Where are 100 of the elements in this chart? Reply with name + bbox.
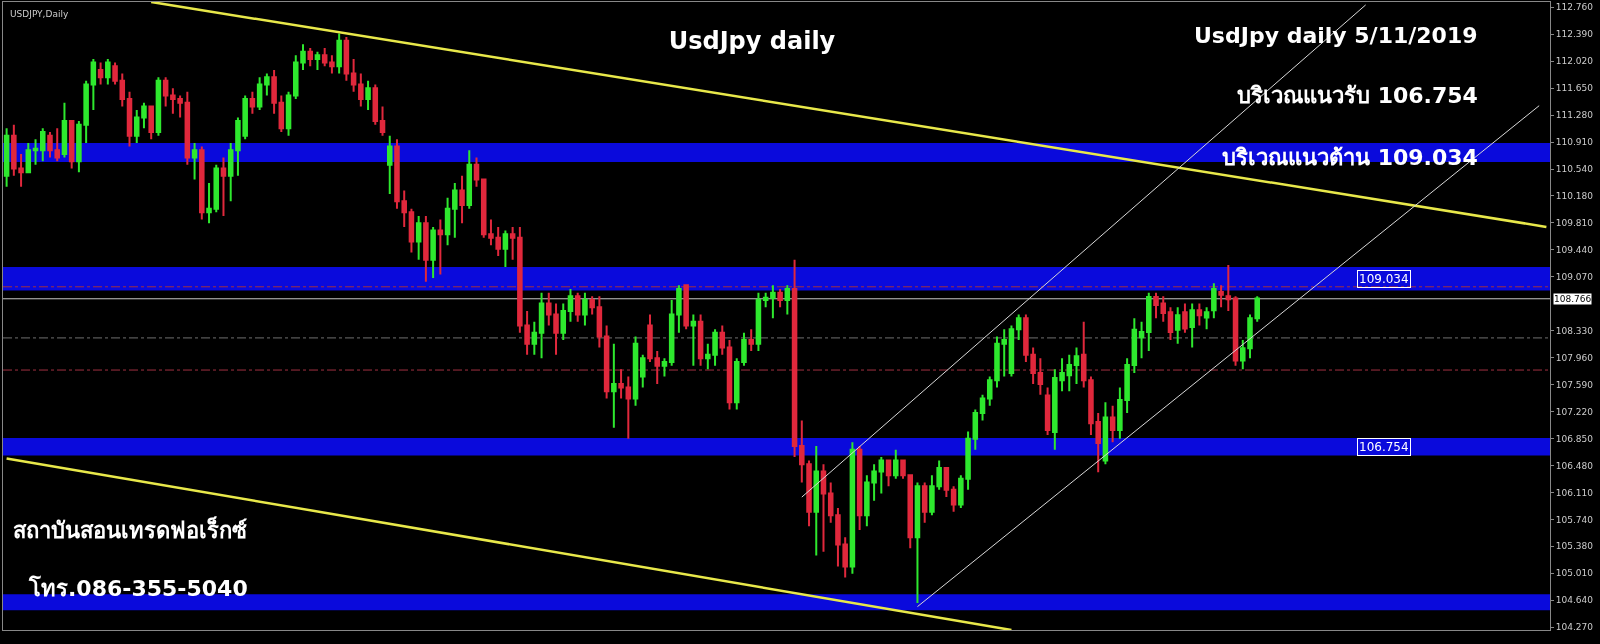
candlestick [285,90,292,137]
candlestick [350,57,357,93]
candlestick [885,459,892,488]
candlestick [856,444,863,531]
candlestick [827,481,834,524]
candlestick [473,156,480,188]
candlestick [430,225,436,280]
candlestick [444,196,451,247]
candlestick [762,291,769,309]
candlestick [639,353,646,389]
y-tick-label: 107.590 [1555,379,1594,390]
candlestick [466,149,473,210]
candlestick [1189,302,1195,349]
y-tick-label: 106.480 [1555,460,1594,471]
y-tick-label: 110.910 [1555,137,1594,148]
candlestick [343,36,350,82]
y-tick-label: 109.070 [1555,271,1594,282]
candlestick [611,342,617,429]
y-tick-label: 111.280 [1555,110,1594,121]
y-tick-label: 105.740 [1555,514,1594,525]
annotation: สถาบันสอนเทรดฟอเร็กซ์ [13,516,247,543]
candlestick [618,368,624,400]
candlestick [1109,404,1116,444]
candlestick [39,127,46,163]
band-label: 109.034 [1359,272,1409,286]
candlestick [358,72,364,108]
y-tick-label: 105.380 [1555,541,1594,552]
candlestick [849,441,856,575]
y-tick-label: 110.180 [1555,190,1594,201]
candlestick [784,284,791,316]
candlestick [148,105,154,141]
ref-line-label: 108.766 [1554,294,1592,304]
candlestick [321,47,328,68]
candlestick [307,47,313,68]
annotation: USDJPY,Daily [10,9,69,19]
candlestick [278,94,285,133]
candlestick [1196,302,1203,327]
candlestick [697,313,704,367]
candlestick [415,214,422,261]
candlestick [1225,263,1232,312]
candlestick [719,324,726,356]
y-tick-label: 112.760 [1555,2,1594,13]
candlestick [126,90,133,148]
candlestick [943,466,950,499]
candlestick [423,214,429,283]
candlestick [97,61,104,86]
candlestick [972,408,979,451]
candlestick [921,481,928,524]
candlestick [1008,324,1015,378]
candlestick [408,207,415,254]
y-tick-label: 109.810 [1555,217,1594,228]
candlestick [726,339,733,411]
candlestick [1044,386,1051,437]
y-tick-label: 104.640 [1555,595,1594,606]
candlestick [32,138,39,166]
text: UsdJpy daily [668,27,836,55]
candlestick [1138,320,1145,360]
y-tick-label: 106.110 [1555,487,1594,498]
candlestick [249,90,256,115]
candlestick [379,105,386,137]
y-tick-label: 107.960 [1555,352,1594,363]
candlestick [582,291,588,327]
y-tick-label: 110.540 [1555,164,1594,175]
candlestick [690,313,697,367]
candlestick [1073,346,1080,385]
candlestick [878,455,885,495]
y-tick-label: 105.010 [1555,568,1594,579]
candlestick [1146,291,1152,353]
candlestick [1131,317,1138,374]
candlestick [502,229,509,269]
y-tick-label: 109.440 [1555,244,1594,255]
candlestick [365,79,371,112]
candlestick [1015,313,1022,342]
candlestick [538,291,545,360]
candlestick [661,357,668,378]
candlestick [574,291,581,323]
y-tick-label: 108.330 [1555,325,1594,336]
band-label: 106.754 [1359,440,1409,454]
candlestick [777,287,783,309]
candlestick [264,72,270,97]
candlestick [509,225,516,261]
candlestick [68,120,75,170]
y-tick-label: 112.390 [1555,29,1594,40]
candlestick [336,32,342,75]
candlestick [256,76,263,112]
candlestick [386,134,393,196]
candlestick [227,141,234,203]
candlestick [1203,306,1210,331]
candlestick [567,287,574,323]
y-tick-label: 106.850 [1555,433,1594,444]
candlestick [1211,282,1217,320]
candlestick [531,320,538,356]
candlestick [1218,284,1224,309]
annotation: บริเวณแนวรับ 106.754 [1237,83,1478,108]
candlestick [914,481,921,604]
candlestick [950,485,957,513]
candlestick [105,57,111,86]
candlestick [90,57,97,112]
candlestick [1066,353,1073,393]
candlestick [676,284,682,334]
